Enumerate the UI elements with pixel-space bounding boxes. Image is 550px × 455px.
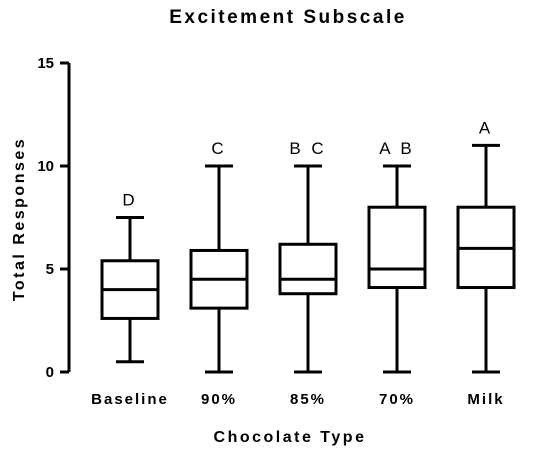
box-series	[100, 143, 516, 374]
y-tick-label: 10	[37, 158, 54, 175]
chart-title: Excitement Subscale	[169, 7, 407, 28]
y-axis-ticks: 0 5 10 15	[37, 55, 69, 381]
significance-letters: D C B C A B A	[122, 118, 493, 210]
iqr-box	[367, 205, 427, 290]
y-tick-label: 15	[37, 55, 54, 72]
iqr-box	[278, 242, 338, 296]
x-category-label: 90%	[201, 391, 237, 408]
y-tick-label: 5	[46, 261, 54, 278]
significance-letter: A B	[379, 139, 414, 158]
x-category-label: Baseline	[91, 391, 169, 408]
x-category-label: Milk	[467, 391, 504, 408]
significance-letter: A	[479, 118, 493, 137]
y-tick-label: 0	[46, 364, 54, 381]
x-category-label: 85%	[290, 391, 326, 408]
box-5	[456, 143, 516, 374]
significance-letter: C	[211, 139, 226, 158]
significance-letter: B C	[289, 139, 326, 158]
x-axis-label: Chocolate Type	[214, 429, 367, 446]
x-category-label: 70%	[379, 391, 415, 408]
x-axis-categories: Baseline 90% 85% 70% Milk	[91, 391, 504, 408]
box-2	[189, 164, 249, 374]
box-4	[367, 164, 427, 374]
significance-letter: D	[122, 191, 137, 210]
box-1	[100, 216, 160, 364]
box-3	[278, 164, 338, 374]
y-axis-label: Total Responses	[11, 137, 28, 301]
